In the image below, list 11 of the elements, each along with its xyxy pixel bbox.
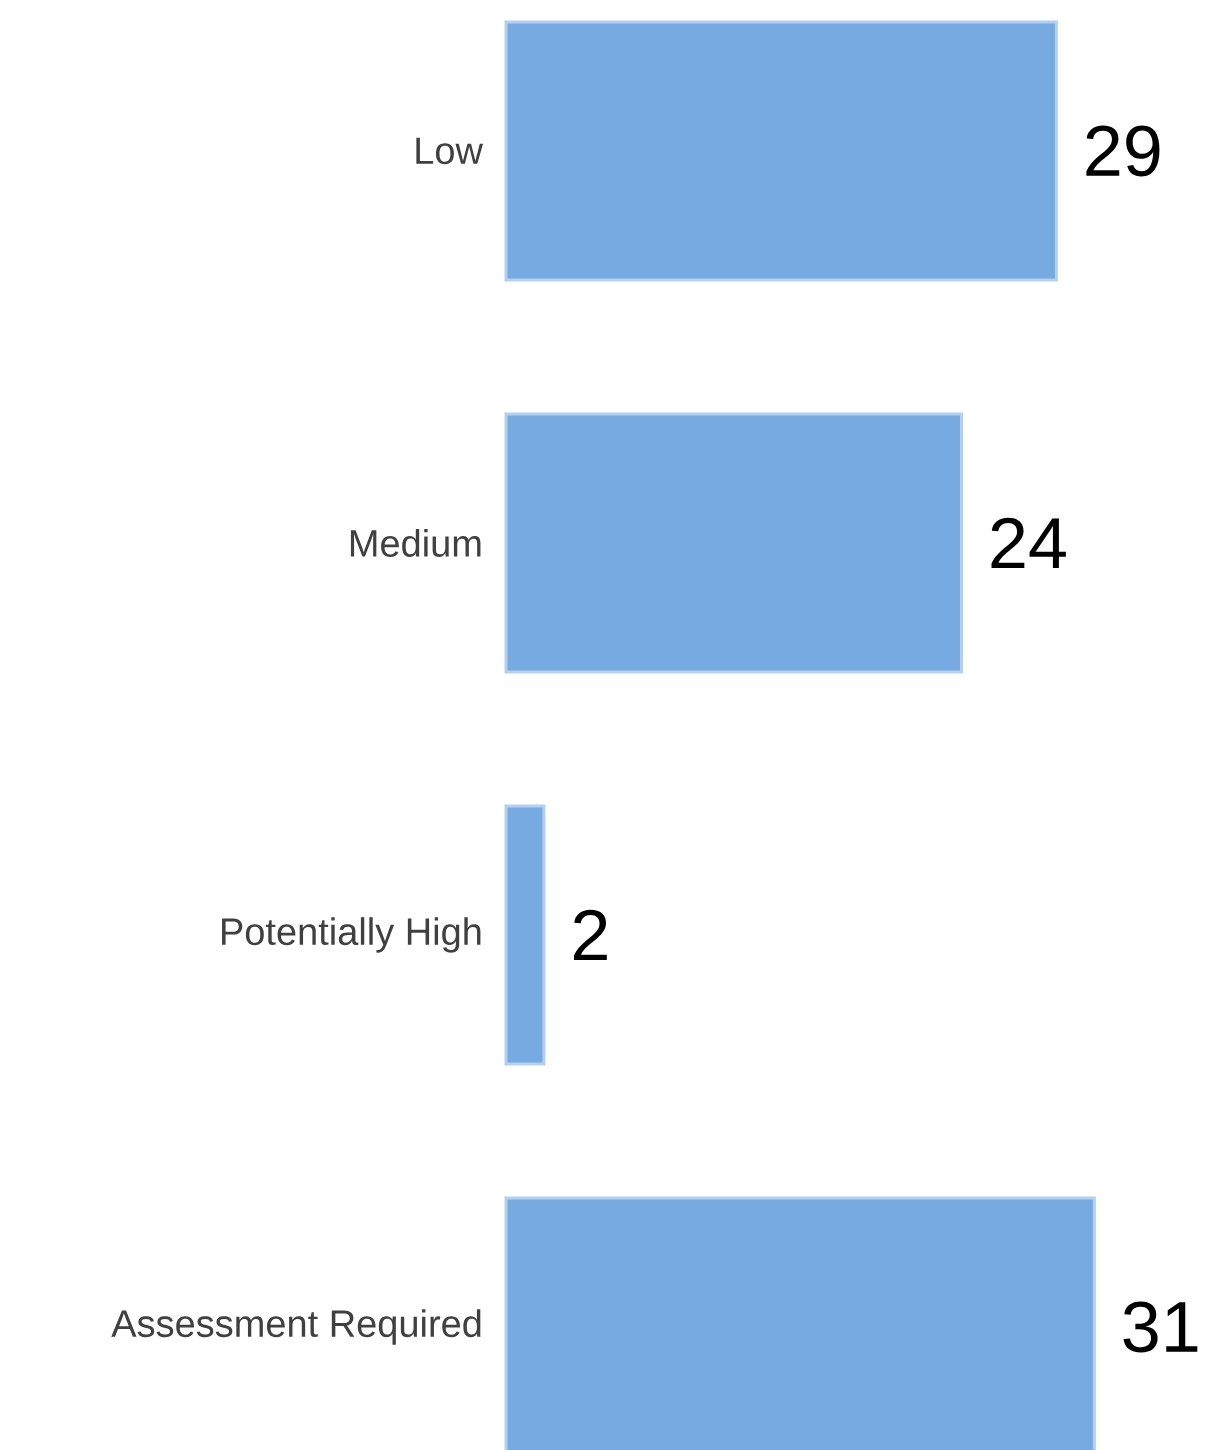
y-tick-label: Assessment Required <box>111 1309 481 1345</box>
bar <box>504 412 963 674</box>
data-label: 2 <box>573 909 607 961</box>
y-tick-label: Medium <box>350 528 481 557</box>
bar <box>504 804 546 1066</box>
data-label: 24 <box>991 517 1066 569</box>
data-label: 31 <box>1123 1301 1198 1353</box>
data-label: 29 <box>1086 125 1160 177</box>
bar <box>504 20 1058 282</box>
y-tick-label: Potentially High <box>222 917 481 953</box>
y-tick-label: Low <box>416 137 484 165</box>
